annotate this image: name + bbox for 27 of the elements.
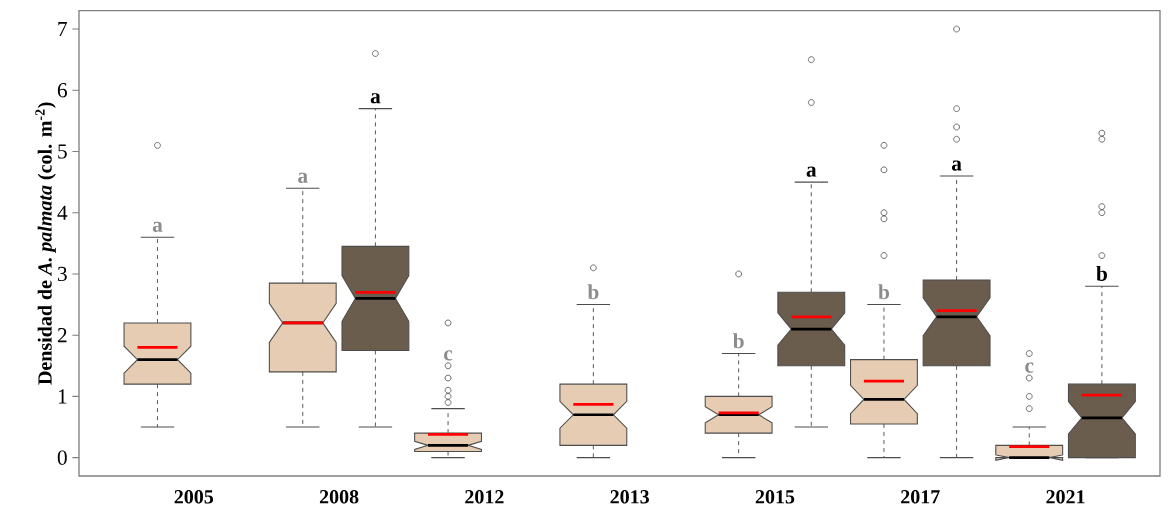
y-tick-label: 4	[57, 205, 68, 220]
y-tick-label: 5	[58, 144, 67, 159]
y-tick-label: 1	[58, 389, 67, 404]
text: b	[732, 333, 744, 349]
text: a	[806, 166, 817, 177]
text: c	[444, 350, 453, 361]
y-tick-label: 3	[57, 266, 67, 282]
text: a	[951, 160, 962, 171]
x-tick-label: 2008	[319, 490, 359, 504]
x-tick-label: 2015	[755, 490, 795, 504]
x-tick-label: 2005	[174, 490, 214, 504]
y-tick-label: 2	[57, 328, 67, 343]
text: a	[370, 93, 381, 104]
y-tick-label: 6	[57, 83, 67, 98]
x-tick-label: 2012	[465, 490, 504, 504]
text: b	[1096, 265, 1107, 281]
text: a	[152, 221, 163, 232]
text: b	[587, 284, 599, 300]
x-tick-label: 2017	[901, 490, 940, 504]
text: c	[1025, 362, 1034, 373]
y-tick-label: 7	[58, 22, 68, 37]
text: b	[878, 284, 890, 300]
text: a	[298, 172, 308, 183]
x-tick-label: 2013	[610, 490, 649, 504]
x-tick-label: 2021	[1046, 490, 1085, 504]
y-tick-label: 0	[57, 450, 67, 465]
y-axis-title: Densidad de A. palmata (col. m$^{-2}$)	[35, 102, 56, 385]
